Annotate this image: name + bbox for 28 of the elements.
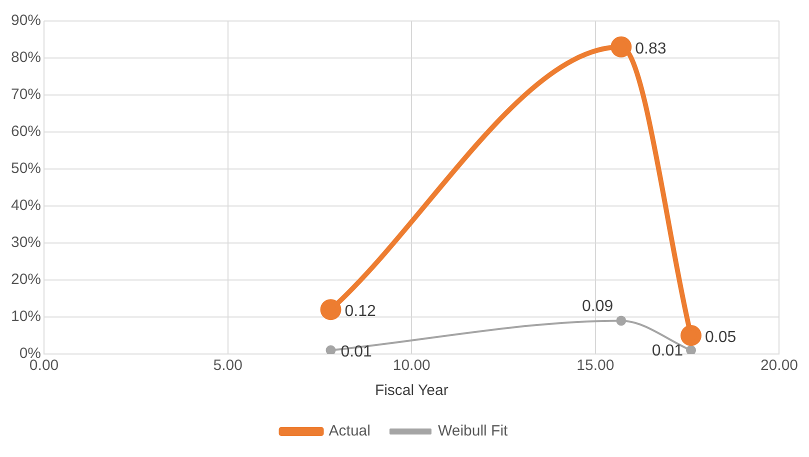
- data-label: 0.09: [582, 298, 614, 316]
- x-axis-title: Fiscal Year: [374, 382, 448, 400]
- y-tick-label: 30%: [10, 234, 42, 252]
- y-tick-label: 90%: [10, 12, 42, 30]
- y-tick-label: 50%: [10, 160, 42, 178]
- data-label: 0.01: [652, 342, 684, 360]
- y-tick-label: 70%: [10, 86, 42, 104]
- point: [320, 299, 342, 320]
- point: [326, 345, 336, 354]
- x-tick-label: 5.00: [213, 357, 242, 374]
- legend-label: Actual: [328, 422, 370, 440]
- y-tick-label: 80%: [10, 49, 42, 66]
- x-tick-label: 10.00: [392, 357, 430, 374]
- point: [686, 345, 696, 354]
- y-tick-label: 60%: [10, 123, 42, 140]
- y-tick-label: 10%: [10, 308, 42, 326]
- point: [616, 316, 626, 326]
- data-label: 0.05: [705, 328, 736, 346]
- point: [680, 325, 702, 346]
- legend-label: Weibull Fit: [438, 422, 509, 440]
- x-tick-label: 20.00: [760, 357, 798, 374]
- y-tick-label: 40%: [10, 197, 42, 214]
- data-label: 0.12: [344, 303, 376, 320]
- x-tick-label: 15.00: [576, 357, 614, 374]
- y-tick-label: 20%: [10, 271, 42, 288]
- data-label: 0.01: [340, 344, 372, 361]
- point: [610, 36, 632, 58]
- data-label: 0.83: [635, 40, 666, 58]
